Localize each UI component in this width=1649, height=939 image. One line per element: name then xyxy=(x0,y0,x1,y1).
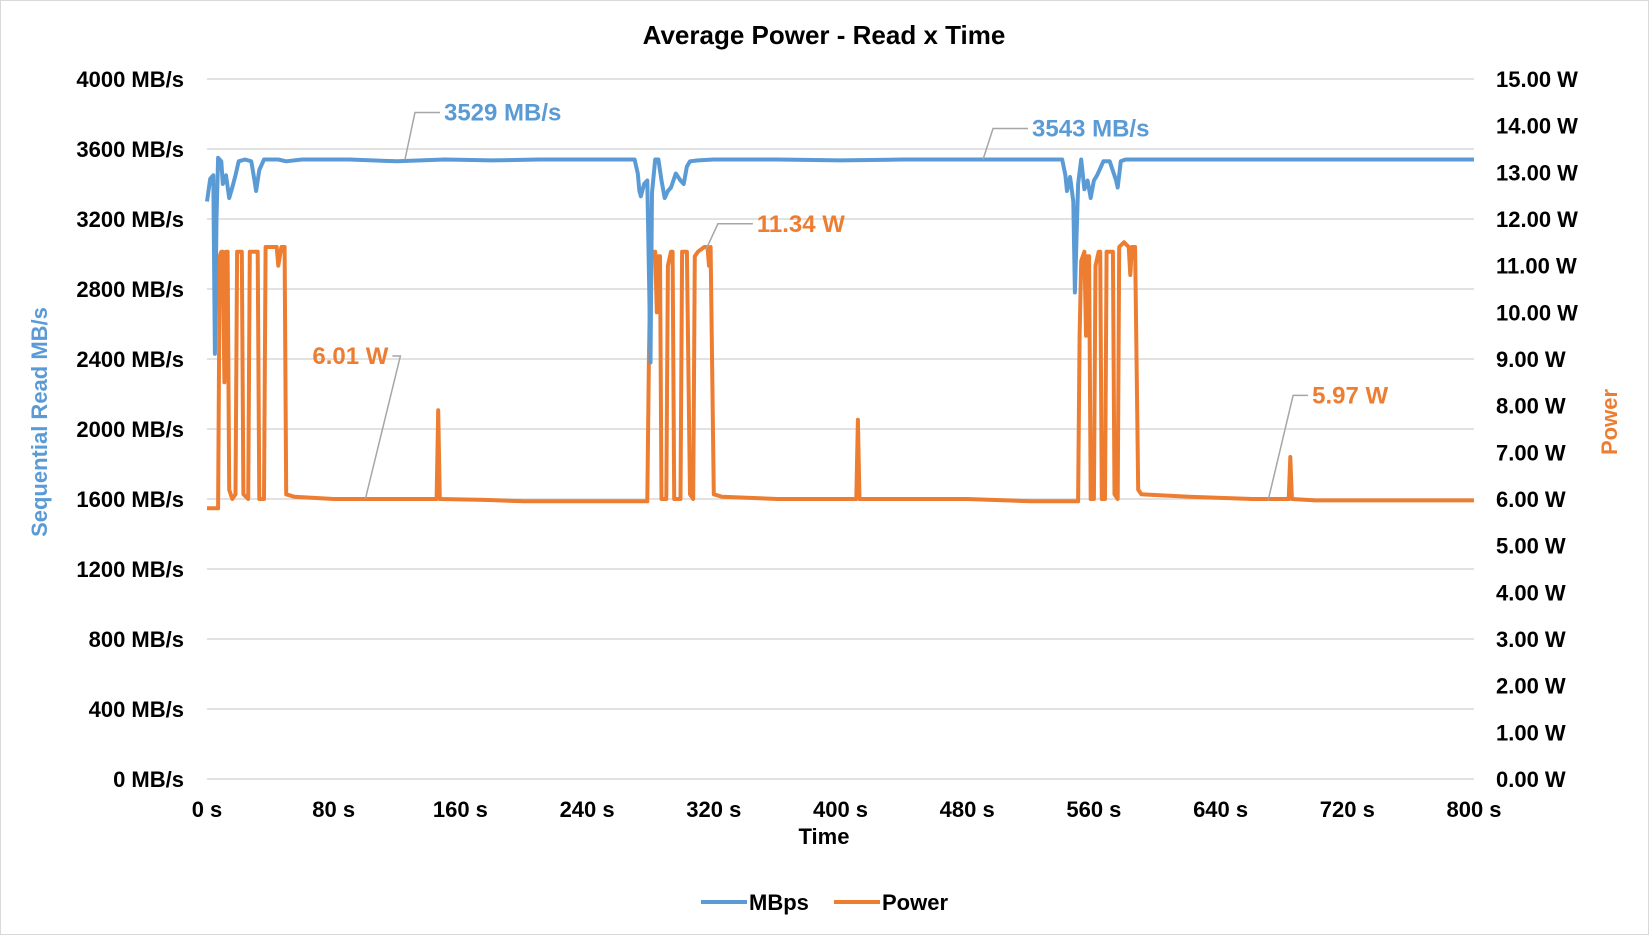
x-tick-label: 400 s xyxy=(813,797,868,822)
y-right-tick-label: 8.00 W xyxy=(1496,394,1566,419)
x-tick-label: 0 s xyxy=(192,797,223,822)
y-right-tick-labels: 0.00 W 1.00 W 2.00 W 3.00 W 4.00 W 5.00 W 6.00… xyxy=(1496,67,1578,792)
series-line-mbps xyxy=(205,155,1474,365)
y-right-axis-label: Power xyxy=(1597,389,1622,455)
annotation-leader xyxy=(1267,394,1309,501)
annotation-layer: 3529 MB/s 3543 MB/s 11.34 W 6.01 W 5.97 W xyxy=(312,100,1388,501)
annotation-label: 6.01 W xyxy=(312,343,388,370)
y-left-tick-label: 0 MB/s xyxy=(113,767,184,792)
y-right-tick-label: 7.00 W xyxy=(1496,440,1566,465)
y-left-axis-label: Sequential Read MB/s xyxy=(27,307,52,537)
grid-lines xyxy=(207,78,1474,780)
y-right-tick-label: 11.00 W xyxy=(1496,254,1577,279)
y-right-tick-label: 13.00 W xyxy=(1496,160,1578,185)
y-left-tick-label: 800 MB/s xyxy=(89,627,184,652)
y-right-tick-label: 0.00 W xyxy=(1496,767,1566,792)
legend-label-mbps: MBps xyxy=(749,890,809,915)
legend: MBps Power xyxy=(701,890,948,915)
y-left-tick-label: 400 MB/s xyxy=(89,697,184,722)
y-left-tick-label: 3600 MB/s xyxy=(76,137,184,162)
annotation-leader xyxy=(404,111,440,160)
y-left-tick-label: 3200 MB/s xyxy=(76,207,184,232)
annotation-label: 3529 MB/s xyxy=(444,100,561,127)
annotation-leader xyxy=(705,223,753,251)
x-tick-label: 800 s xyxy=(1446,797,1501,822)
y-right-tick-label: 15.00 W xyxy=(1496,67,1578,92)
y-left-tick-label: 1600 MB/s xyxy=(76,487,184,512)
y-right-tick-label: 14.00 W xyxy=(1496,114,1578,139)
y-right-tick-label: 10.00 W xyxy=(1496,300,1578,325)
x-tick-label: 640 s xyxy=(1193,797,1248,822)
legend-label-power: Power xyxy=(882,890,948,915)
chart-title: Average Power - Read x Time xyxy=(643,20,1006,50)
x-tick-label: 240 s xyxy=(560,797,615,822)
series-line-power xyxy=(207,240,1474,511)
annotation-label: 11.34 W xyxy=(757,211,845,238)
y-right-tick-label: 3.00 W xyxy=(1496,627,1566,652)
x-tick-label: 720 s xyxy=(1320,797,1375,822)
x-tick-label: 160 s xyxy=(433,797,488,822)
y-left-tick-label: 4000 MB/s xyxy=(76,67,184,92)
annotation-leader xyxy=(364,355,402,500)
y-right-tick-label: 4.00 W xyxy=(1496,580,1566,605)
series-layer xyxy=(205,155,1474,511)
x-tick-labels: 0 s 80 s 160 s 240 s 320 s 400 s 480 s 560 s 640… xyxy=(192,797,1502,822)
y-right-tick-label: 2.00 W xyxy=(1496,674,1566,699)
x-tick-label: 480 s xyxy=(940,797,995,822)
annotation-label: 5.97 W xyxy=(1312,382,1388,409)
y-left-tick-label: 2000 MB/s xyxy=(76,417,184,442)
annotation-label: 3543 MB/s xyxy=(1032,116,1149,143)
x-tick-label: 80 s xyxy=(312,797,355,822)
y-left-tick-label: 1200 MB/s xyxy=(76,557,184,582)
y-left-tick-label: 2400 MB/s xyxy=(76,347,184,372)
y-right-tick-label: 5.00 W xyxy=(1496,534,1566,559)
y-right-tick-label: 1.00 W xyxy=(1496,720,1566,745)
y-left-tick-labels: 0 MB/s 400 MB/s 800 MB/s 1200 MB/s 1600 MB/s… xyxy=(76,67,184,792)
x-axis-label: Time xyxy=(799,824,850,849)
y-right-tick-label: 9.00 W xyxy=(1496,347,1566,372)
y-left-tick-label: 2800 MB/s xyxy=(76,277,184,302)
x-tick-label: 560 s xyxy=(1066,797,1121,822)
annotation-leader xyxy=(982,127,1029,160)
y-right-tick-label: 12.00 W xyxy=(1496,207,1578,232)
x-tick-label: 320 s xyxy=(686,797,741,822)
y-right-tick-label: 6.00 W xyxy=(1496,487,1566,512)
